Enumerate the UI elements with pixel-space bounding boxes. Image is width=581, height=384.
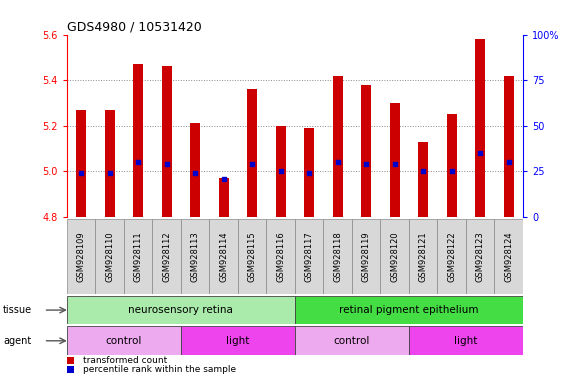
Point [105, 170, 114, 176]
FancyBboxPatch shape [124, 219, 152, 294]
Bar [390, 103, 400, 217]
FancyBboxPatch shape [209, 219, 238, 294]
Text: GSM928114: GSM928114 [219, 231, 228, 281]
Bar [304, 128, 314, 217]
FancyBboxPatch shape [238, 219, 266, 294]
Bar [418, 142, 428, 217]
Text: percentile rank within the sample: percentile rank within the sample [83, 365, 236, 374]
Text: retinal pigment epithelium: retinal pigment epithelium [339, 305, 479, 315]
Point [447, 168, 456, 174]
FancyBboxPatch shape [67, 219, 95, 294]
Text: tissue: tissue [3, 305, 32, 315]
Point [191, 170, 200, 176]
Text: agent: agent [3, 336, 31, 346]
Text: neurosensory retina: neurosensory retina [128, 305, 234, 315]
Text: GSM928119: GSM928119 [361, 231, 371, 281]
Bar [361, 85, 371, 217]
Text: GSM928117: GSM928117 [304, 231, 314, 282]
Text: GSM928111: GSM928111 [134, 231, 142, 281]
Bar [105, 110, 114, 217]
Point [390, 161, 399, 167]
Text: GSM928122: GSM928122 [447, 231, 456, 281]
Text: control: control [333, 336, 370, 346]
Point [162, 161, 171, 167]
Point [333, 159, 342, 166]
FancyBboxPatch shape [494, 219, 523, 294]
Point [418, 168, 428, 174]
FancyBboxPatch shape [181, 219, 209, 294]
Point [475, 150, 485, 156]
Text: light: light [226, 336, 249, 346]
FancyBboxPatch shape [466, 219, 494, 294]
Bar [333, 76, 343, 217]
Text: GSM928118: GSM928118 [333, 231, 342, 282]
FancyBboxPatch shape [152, 219, 181, 294]
Text: GSM928113: GSM928113 [191, 231, 200, 282]
FancyBboxPatch shape [409, 219, 437, 294]
Point [134, 159, 143, 166]
FancyBboxPatch shape [266, 219, 295, 294]
FancyBboxPatch shape [67, 296, 295, 324]
Bar [162, 66, 171, 217]
Text: GSM928115: GSM928115 [248, 231, 257, 281]
FancyBboxPatch shape [437, 219, 466, 294]
Bar [190, 124, 200, 217]
Point [248, 161, 257, 167]
Point [219, 175, 228, 182]
Bar [76, 110, 86, 217]
Bar [504, 76, 514, 217]
FancyBboxPatch shape [95, 219, 124, 294]
Text: GSM928112: GSM928112 [162, 231, 171, 281]
FancyBboxPatch shape [295, 326, 409, 355]
FancyBboxPatch shape [181, 326, 295, 355]
FancyBboxPatch shape [381, 219, 409, 294]
Text: GSM928124: GSM928124 [504, 231, 513, 281]
Text: control: control [106, 336, 142, 346]
Text: GSM928123: GSM928123 [476, 231, 485, 282]
Text: GSM928121: GSM928121 [419, 231, 428, 281]
FancyBboxPatch shape [409, 326, 523, 355]
Text: GSM928110: GSM928110 [105, 231, 114, 281]
Bar [275, 126, 286, 217]
Point [77, 170, 86, 176]
Point [504, 159, 513, 166]
Point [361, 161, 371, 167]
Text: GSM928116: GSM928116 [276, 231, 285, 282]
Bar [133, 64, 143, 217]
FancyBboxPatch shape [352, 219, 381, 294]
Bar [447, 114, 457, 217]
Point [304, 170, 314, 176]
Bar [247, 89, 257, 217]
Text: transformed count: transformed count [83, 356, 167, 365]
Bar [218, 178, 228, 217]
Bar [475, 39, 485, 217]
Text: GSM928109: GSM928109 [77, 231, 85, 281]
FancyBboxPatch shape [295, 219, 324, 294]
FancyBboxPatch shape [324, 219, 352, 294]
Text: light: light [454, 336, 478, 346]
Point [276, 168, 285, 174]
Text: GDS4980 / 10531420: GDS4980 / 10531420 [67, 20, 202, 33]
Text: GSM928120: GSM928120 [390, 231, 399, 281]
FancyBboxPatch shape [295, 296, 523, 324]
FancyBboxPatch shape [67, 326, 181, 355]
